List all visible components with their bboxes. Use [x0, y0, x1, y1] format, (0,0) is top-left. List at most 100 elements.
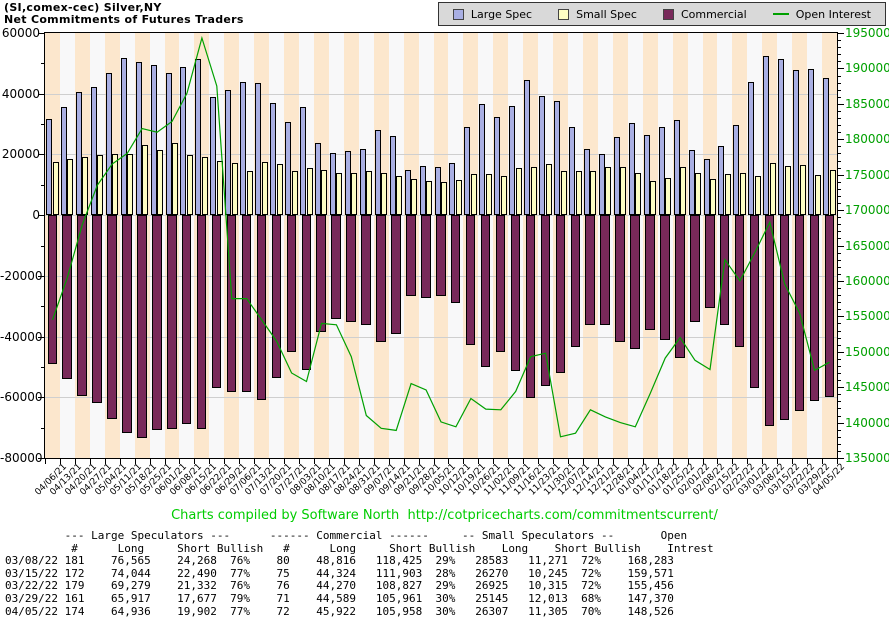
y-axis-minor-tick	[41, 427, 44, 429]
x-axis-tick	[597, 459, 599, 464]
bar-large-spec	[344, 150, 351, 216]
bar-large-spec	[359, 149, 366, 216]
bar-small-spec	[590, 171, 597, 216]
y-axis-minor-tick	[41, 184, 44, 186]
right-axis-label: 145000	[845, 380, 889, 395]
y-axis-minor-tick	[41, 245, 44, 247]
bar-small-spec	[381, 173, 388, 216]
right-axis-minor-tick	[838, 181, 841, 183]
cot-data-table: --- Large Speculators --- ------ Commerc…	[5, 529, 714, 618]
y-axis-tick	[38, 215, 44, 217]
y-axis-label: -80000	[0, 451, 43, 465]
open-interest-line-icon	[772, 13, 789, 15]
bar-commercial	[346, 215, 356, 322]
bar-small-spec	[276, 164, 283, 216]
legend-label-large-spec: Large Spec	[470, 7, 533, 21]
bar-small-spec	[351, 172, 358, 216]
attribution-link[interactable]: Charts compiled by Software North http:/…	[171, 508, 718, 523]
right-axis-tick	[838, 139, 844, 141]
y-axis-tick	[38, 93, 44, 95]
right-axis-minor-tick	[838, 443, 841, 445]
x-axis-tick	[807, 459, 809, 464]
x-axis-tick	[313, 459, 315, 464]
x-axis-tick	[553, 459, 555, 464]
bar-small-spec	[127, 154, 134, 216]
y-axis-tick	[38, 275, 44, 277]
bar-small-spec	[112, 153, 119, 216]
right-axis-minor-tick	[838, 450, 841, 452]
y-axis-label: 0	[32, 208, 40, 223]
bar-small-spec	[216, 160, 223, 216]
x-axis-tick	[194, 459, 196, 464]
plot-area	[44, 32, 838, 459]
bar-commercial	[271, 215, 282, 379]
right-axis-minor-tick	[838, 96, 841, 98]
x-axis-tick	[373, 459, 375, 464]
y-axis-tick	[38, 336, 44, 338]
bar-small-spec	[246, 171, 253, 216]
bar-commercial	[630, 215, 640, 350]
x-axis-tick	[269, 459, 271, 464]
x-axis-tick	[418, 459, 420, 464]
bar-large-spec	[598, 154, 605, 216]
x-axis-tick	[164, 459, 166, 464]
bar-commercial	[525, 215, 536, 399]
bar-commercial	[241, 215, 252, 392]
y-axis-label: -40000	[0, 329, 43, 344]
right-axis-minor-tick	[838, 231, 841, 233]
bar-commercial	[645, 215, 655, 330]
bar-large-spec	[688, 150, 695, 216]
x-axis-tick	[284, 459, 286, 464]
x-axis-tick	[45, 459, 46, 464]
bar-large-spec	[554, 101, 561, 216]
bar-commercial	[92, 215, 102, 404]
bar-large-spec	[643, 134, 650, 216]
right-axis-minor-tick	[838, 358, 841, 360]
x-axis-tick	[388, 459, 390, 464]
bar-large-spec	[240, 82, 247, 216]
right-axis-minor-tick	[838, 195, 841, 197]
x-axis-tick	[568, 459, 570, 464]
right-axis-minor-tick	[838, 436, 841, 438]
bar-commercial	[107, 215, 117, 419]
bar-large-spec	[479, 104, 486, 216]
right-axis-tick	[838, 33, 844, 34]
bar-commercial	[376, 215, 386, 342]
bar-small-spec	[186, 154, 193, 216]
bar-small-spec	[336, 173, 343, 216]
right-axis-minor-tick	[838, 238, 841, 240]
right-axis-minor-tick	[838, 330, 841, 332]
bar-commercial	[495, 215, 506, 353]
right-axis-minor-tick	[838, 125, 841, 127]
x-axis-tick	[328, 459, 330, 464]
bar-commercial	[540, 215, 551, 387]
bar-large-spec	[165, 72, 172, 216]
legend-label-open-interest: Open Interest	[795, 7, 871, 21]
gridline	[45, 337, 837, 338]
bar-small-spec	[291, 171, 298, 216]
right-axis-minor-tick	[838, 259, 841, 261]
x-axis-tick	[179, 459, 181, 464]
bar-large-spec	[150, 64, 157, 216]
x-axis-tick	[687, 459, 689, 464]
x-axis-tick	[149, 459, 151, 464]
bar-large-spec	[703, 158, 710, 216]
bar-small-spec	[515, 168, 522, 216]
bar-large-spec	[329, 153, 336, 216]
legend-item-commercial: Commercial	[662, 8, 747, 21]
bar-large-spec	[793, 69, 800, 216]
bar-small-spec	[396, 175, 403, 216]
right-axis-tick	[838, 387, 844, 389]
bar-small-spec	[500, 175, 507, 216]
bar-large-spec	[524, 80, 531, 216]
chart-title-main: Net Commitments of Futures Traders	[4, 13, 244, 26]
bar-commercial	[391, 215, 401, 334]
bar-large-spec	[90, 87, 97, 216]
right-axis-tick	[838, 210, 844, 212]
right-axis-minor-tick	[838, 288, 841, 289]
right-axis-minor-tick	[838, 302, 841, 304]
bar-large-spec	[105, 72, 112, 216]
gridline	[45, 94, 837, 95]
bar-large-spec	[419, 165, 426, 216]
